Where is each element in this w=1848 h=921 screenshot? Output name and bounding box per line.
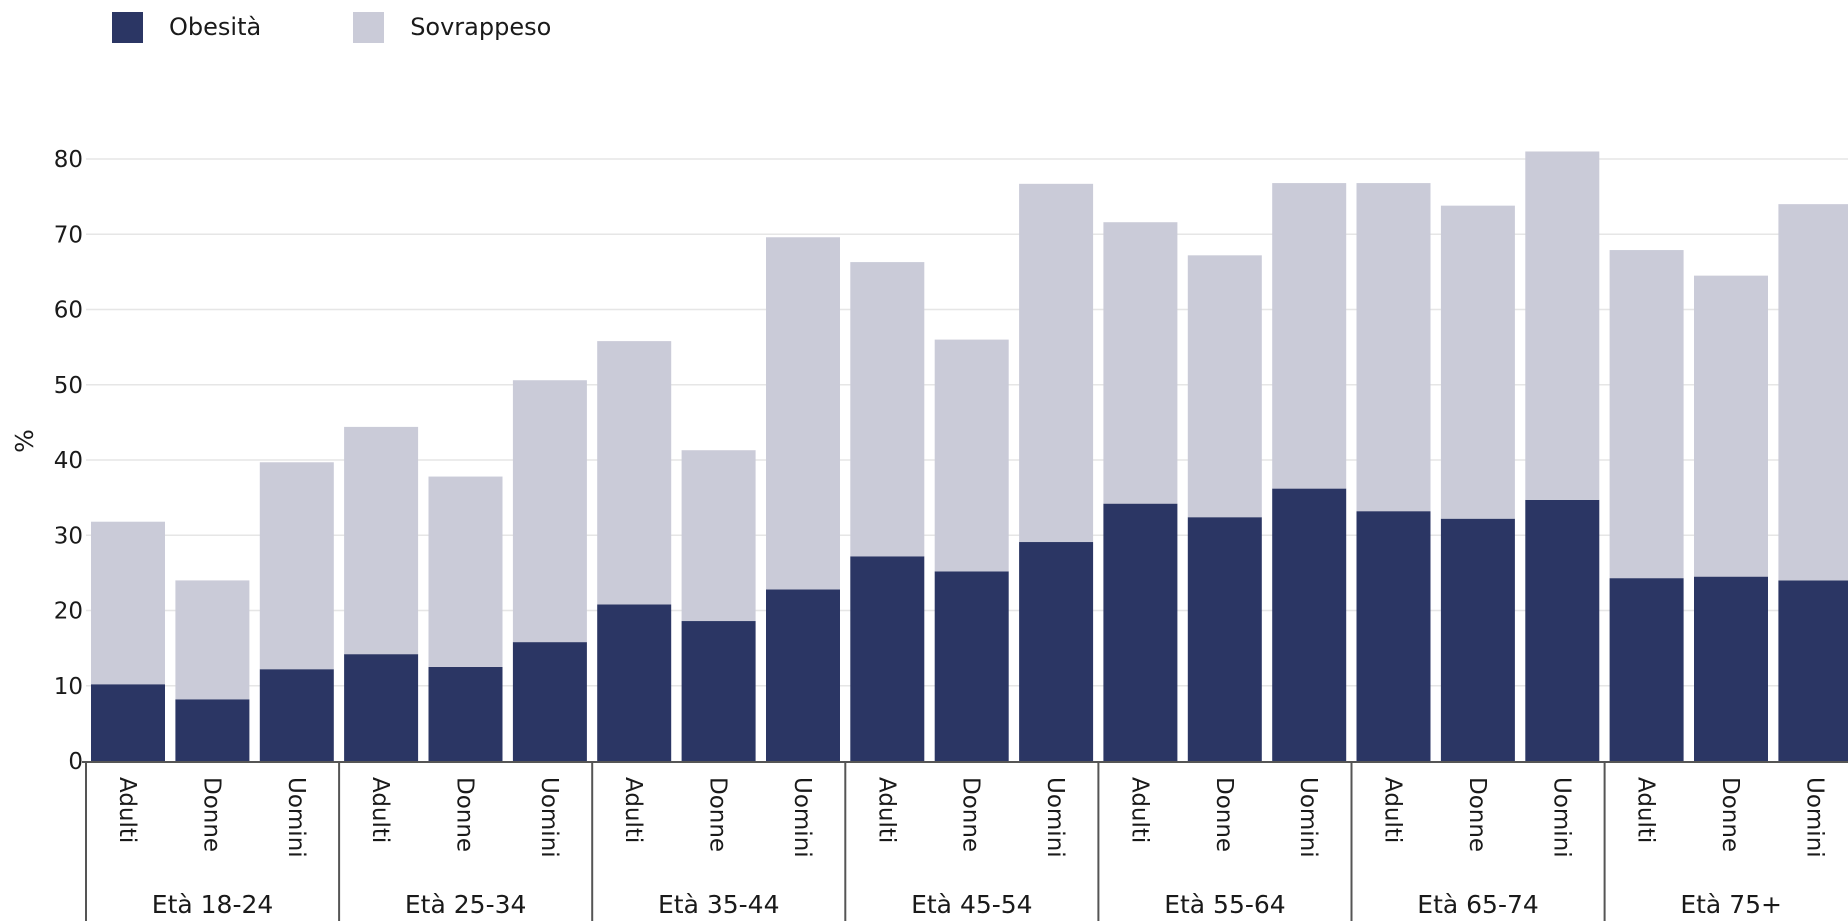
y-tick-label-60: 60 [54,298,83,324]
x-tick-label-20: Donne [1717,777,1743,852]
y-tick-label-10: 10 [54,674,83,700]
bar-obesita-5 [428,666,503,761]
x-tick-label-16: Adulti [1380,777,1406,843]
bar-sovrappeso-1 [91,521,165,685]
legend-label-obesita: Obesità [169,13,262,41]
bar-obesita-10 [850,556,925,761]
bar-obesita-21 [1778,580,1848,761]
x-tick-label-12: Uomini [1042,777,1068,858]
x-tick-label-11: Donne [958,777,984,852]
chart-legend: Obesità Sovrappeso [112,10,643,44]
x-tick-label-18: Uomini [1548,777,1574,858]
bar-obesita-4 [344,654,419,761]
group-label-6: Età 65-74 [1417,890,1539,919]
bar-obesita-6 [512,642,587,761]
bar-sovrappeso-18 [1525,151,1600,500]
legend-label-sovrappeso: Sovrappeso [410,13,552,41]
group-label-4: Età 45-54 [911,890,1033,919]
bar-obesita-3 [259,669,334,761]
bar-sovrappeso-16 [1356,183,1431,512]
x-tick-label-8: Donne [705,777,731,852]
x-tick-label-3: Uomini [283,777,309,858]
x-tick-label-19: Adulti [1633,777,1659,843]
x-tick-label-4: Adulti [367,777,393,843]
x-tick-label-7: Adulti [620,777,646,843]
bar-obesita-7 [597,604,672,761]
bar-sovrappeso-13 [1103,222,1178,504]
bar-obesita-16 [1356,511,1431,761]
group-label-7: Età 75+ [1680,890,1782,919]
bar-sovrappeso-7 [597,341,672,605]
x-tick-label-1: Adulti [114,777,140,843]
bar-sovrappeso-20 [1694,275,1768,577]
bar-sovrappeso-15 [1272,183,1347,489]
x-tick-label-14: Donne [1211,777,1237,852]
bar-sovrappeso-6 [512,380,587,643]
bar-sovrappeso-14 [1187,255,1262,518]
bar-sovrappeso-5 [428,476,503,667]
bar-obesita-2 [175,699,250,761]
x-tick-label-5: Donne [452,777,478,852]
x-tick-label-21: Uomini [1801,777,1827,858]
bar-sovrappeso-11 [934,339,1009,572]
bar-obesita-13 [1103,503,1178,761]
x-tick-label-13: Adulti [1126,777,1152,843]
legend-swatch-obesita [112,11,143,43]
x-tick-label-2: Donne [198,777,224,852]
bar-sovrappeso-8 [681,450,756,622]
bar-obesita-1 [91,684,165,761]
y-tick-label-40: 40 [54,448,83,474]
y-tick-label-0: 0 [68,749,83,775]
bar-sovrappeso-4 [344,426,419,655]
bar-obesita-11 [934,571,1009,761]
bar-sovrappeso-19 [1609,250,1684,579]
y-tick-label-70: 70 [54,222,83,248]
x-tick-label-6: Uomini [536,777,562,858]
x-tick-label-15: Uomini [1295,777,1321,858]
bar-obesita-17 [1440,518,1515,761]
bar-obesita-19 [1609,578,1684,761]
y-axis-title: % [10,429,39,453]
bar-sovrappeso-12 [1019,183,1094,543]
y-tick-label-20: 20 [54,599,83,625]
bar-sovrappeso-2 [175,580,250,700]
bar-obesita-12 [1019,542,1094,761]
bar-obesita-9 [766,589,840,761]
x-tick-label-9: Uomini [789,777,815,858]
legend-item-sovrappeso: Sovrappeso [353,11,552,43]
group-label-1: Età 18-24 [152,890,274,919]
bar-obesita-20 [1694,576,1768,761]
bar-obesita-15 [1272,488,1347,761]
group-label-2: Età 25-34 [405,890,527,919]
bar-sovrappeso-3 [259,462,334,670]
bar-sovrappeso-21 [1778,204,1848,581]
group-label-3: Età 35-44 [658,890,780,919]
y-tick-label-30: 30 [54,523,83,549]
legend-item-obesita: Obesità [112,11,262,43]
bar-sovrappeso-17 [1440,205,1515,519]
bar-obesita-8 [681,621,756,761]
bar-obesita-14 [1187,517,1262,761]
bar-sovrappeso-9 [766,237,840,590]
group-label-5: Età 55-64 [1164,890,1286,919]
x-tick-label-10: Adulti [873,777,899,843]
y-tick-label-50: 50 [54,373,83,399]
bar-sovrappeso-10 [850,262,925,557]
y-tick-label-80: 80 [54,147,83,173]
x-tick-label-17: Donne [1464,777,1490,852]
bar-obesita-18 [1525,499,1600,761]
legend-swatch-sovrappeso [353,11,385,43]
